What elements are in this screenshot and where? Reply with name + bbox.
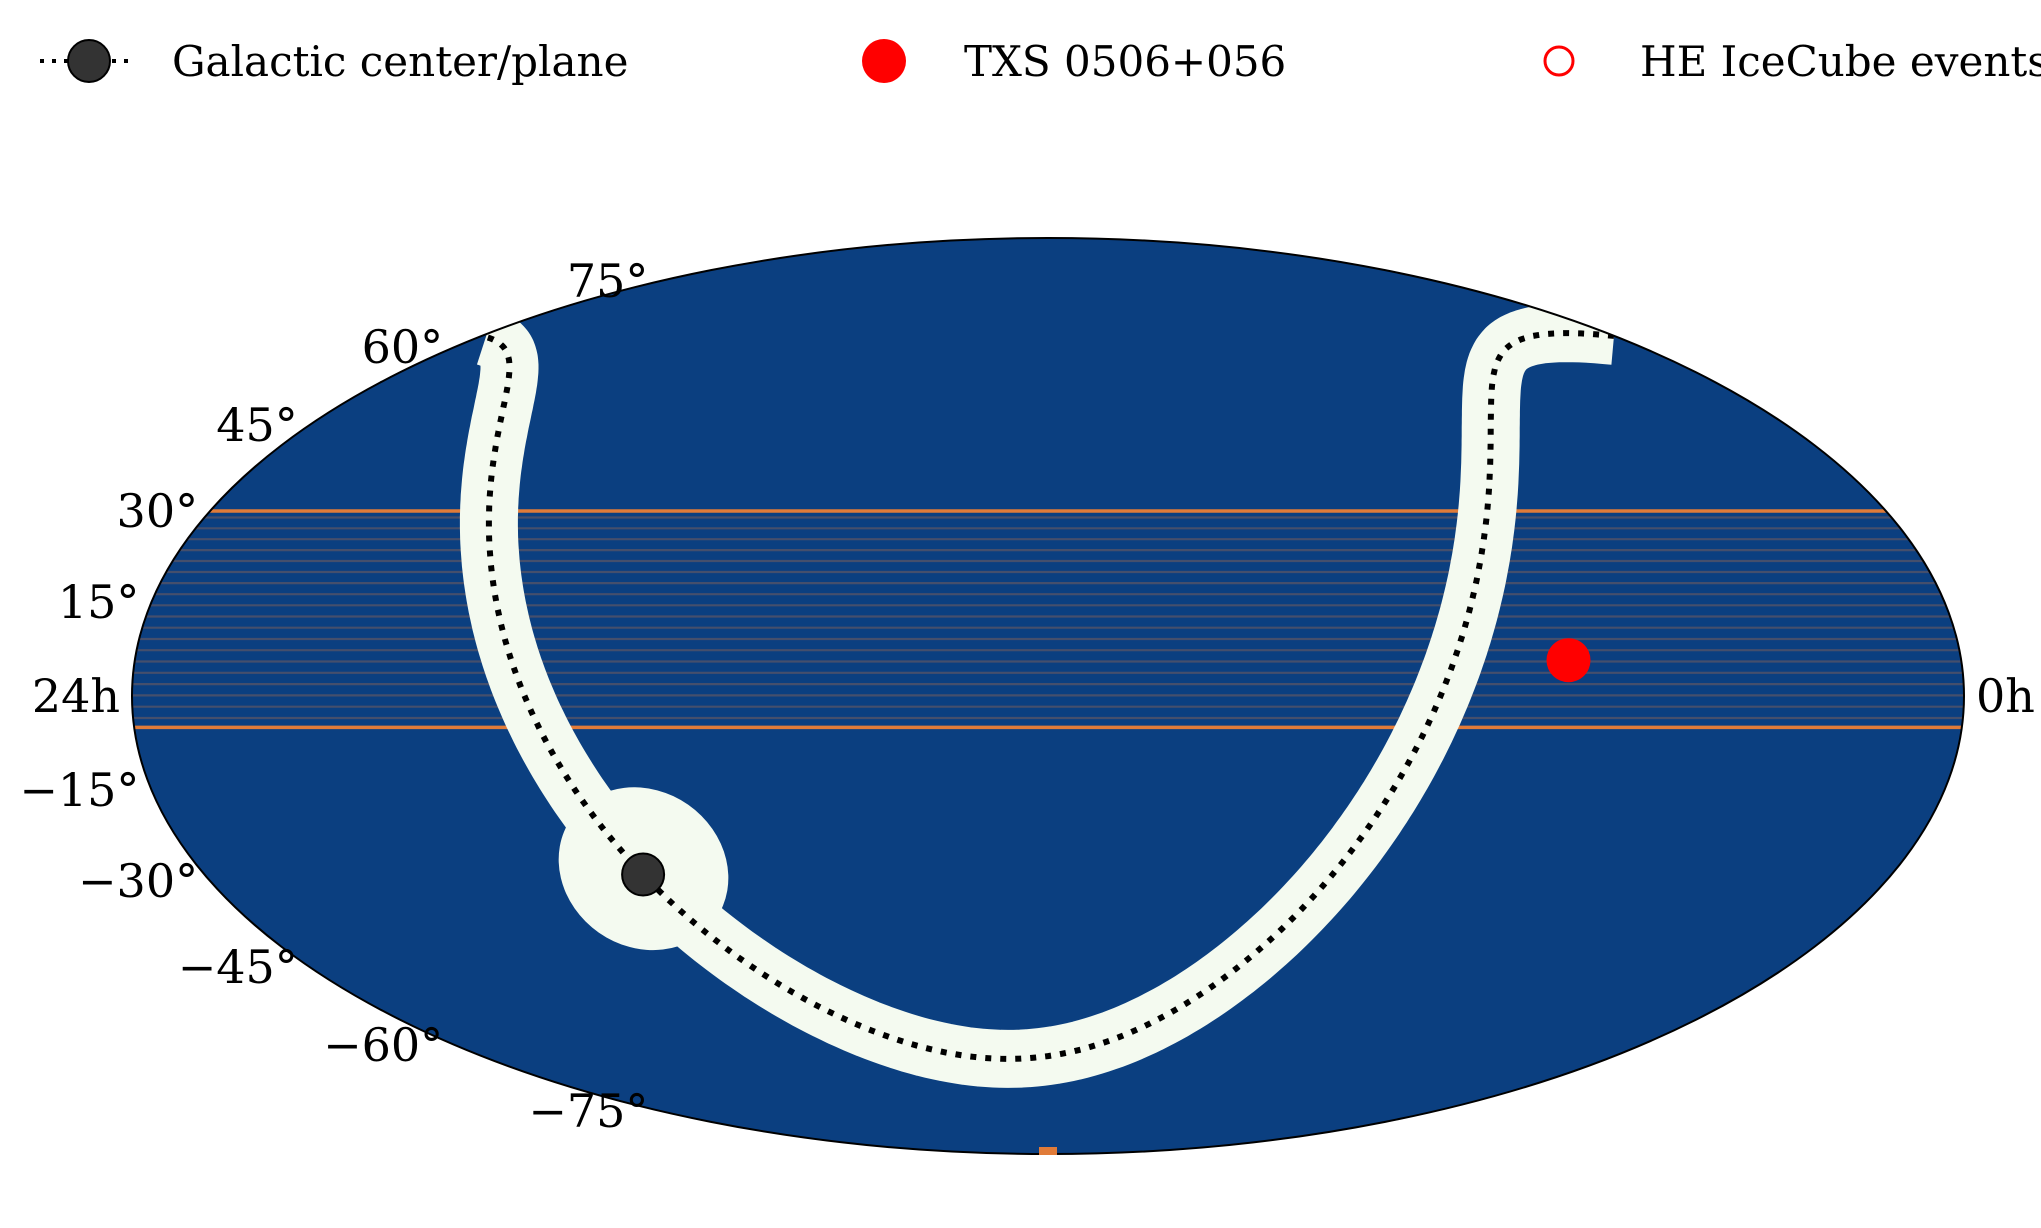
map-bottom-marker [1039,1147,1057,1155]
legend-label-icecube: HE IceCube events [1640,37,2041,86]
galactic-center-marker [621,852,666,897]
source-points [621,638,1591,897]
dec-tick-label: −30° [78,854,198,908]
legend-label-galactic: Galactic center/plane [172,37,628,86]
dec-tick-label: 30° [117,484,199,538]
dec-tick-label: 75° [567,254,649,308]
ra-tick-label: 24h [32,669,120,723]
txs-0506-point [1546,638,1591,683]
legend: Galactic center/plane TXS 0506+056 HE Ic… [40,37,2041,86]
dec-tick-label: −45° [178,940,298,994]
legend-galactic-center-icon [67,39,111,83]
legend-entry-txs: TXS 0506+056 [862,37,1286,86]
axis-tick-labels: 24h 0h 75° 60° 45° 30° 15° −15° −30° −45° −60° −75° [19,254,2035,1138]
galactic-plane-band [459,309,668,899]
legend-icecube-marker-icon [1543,45,1575,77]
legend-entry-galactic: Galactic center/plane [40,37,628,86]
legend-label-txs: TXS 0506+056 [964,37,1286,86]
legend-txs-marker-icon [862,39,906,83]
dec-tick-label: −60° [323,1018,443,1072]
dec-tick-label: 60° [362,320,444,374]
galactic-plane [459,304,1635,1088]
legend-entry-icecube: HE IceCube events [1543,37,2041,86]
sky-map [131,237,1965,1155]
dec-tick-label: −75° [528,1084,648,1138]
dec-tick-label: 45° [216,398,298,452]
ra-tick-label: 0h [1976,669,2035,723]
dec-tick-label: −15° [19,763,139,817]
dec-tick-label: 15° [58,575,140,629]
galactic-plane-line [640,330,1615,1062]
